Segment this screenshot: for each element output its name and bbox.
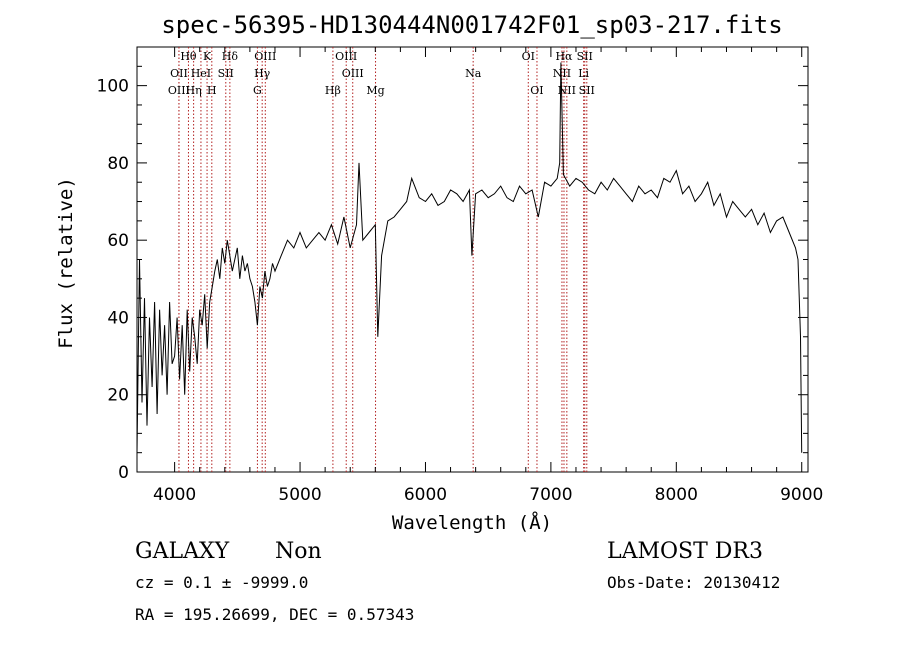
line-marker-label: NII xyxy=(558,84,576,97)
line-marker-label: OIII xyxy=(342,67,364,80)
y-tick-label: 80 xyxy=(107,154,129,174)
line-marker-label: Hα xyxy=(555,50,573,63)
object-subclass-label: Non xyxy=(275,539,322,564)
y-tick-label: 100 xyxy=(97,77,129,97)
object-class-label: GALAXY xyxy=(135,539,230,564)
line-marker-label: G xyxy=(253,84,262,97)
line-marker-label: OIII xyxy=(254,50,276,63)
line-marker-label: Hγ xyxy=(254,67,271,80)
x-tick-label: 5000 xyxy=(278,485,321,505)
line-marker-label: OI xyxy=(522,50,535,63)
plot-frame-rect xyxy=(136,46,809,473)
line-marker-label: H xyxy=(207,84,217,97)
line-marker-label: SII xyxy=(579,84,595,97)
line-marker-label: Na xyxy=(465,67,482,80)
line-marker-label: NII xyxy=(553,67,571,80)
plot-frame xyxy=(136,46,809,473)
x-tick-label: 9000 xyxy=(780,485,823,505)
line-marker-label: Li xyxy=(578,67,589,80)
redshift-text: cz = 0.1 ± -9999.0 xyxy=(135,573,308,592)
survey-label: LAMOST DR3 xyxy=(607,539,763,564)
x-tick-label: 8000 xyxy=(655,485,698,505)
line-marker-label: SII xyxy=(218,67,234,80)
y-tick-label: 20 xyxy=(107,386,129,406)
line-marker-label: OII xyxy=(170,67,188,80)
y-axis-label: Flux (relative) xyxy=(55,177,77,349)
line-marker-label: OIII xyxy=(335,50,357,63)
line-marker-label: Hδ xyxy=(222,50,239,63)
line-marker-label: K xyxy=(203,50,212,63)
obs-date-text: Obs-Date: 20130412 xyxy=(607,573,780,592)
line-marker-label: Mg xyxy=(366,84,384,97)
chart-title: spec-56395-HD130444N001742F01_sp03-217.f… xyxy=(161,11,782,39)
line-marker-lines xyxy=(178,47,588,472)
line-marker-label: SII xyxy=(577,50,593,63)
x-tick-label: 4000 xyxy=(153,485,196,505)
y-tick-label: 0 xyxy=(118,463,129,483)
line-marker-label: Hβ xyxy=(325,84,341,97)
line-marker-label: OIII xyxy=(168,84,190,97)
x-axis-ticks: 4000 5000 6000 7000 8000 9000 xyxy=(153,47,823,505)
y-tick-label: 60 xyxy=(107,231,129,251)
line-marker-label: OI xyxy=(530,84,543,97)
line-marker-label: Hθ xyxy=(180,50,197,63)
line-marker-label: HeI xyxy=(191,67,211,80)
x-tick-label: 6000 xyxy=(404,485,447,505)
x-axis-label: Wavelength (Å) xyxy=(392,511,552,534)
spectrum-series xyxy=(136,62,803,453)
spectrum-line xyxy=(136,62,803,453)
radec-text: RA = 195.26699, DEC = 0.57343 xyxy=(135,605,414,624)
line-marker-label: Hη xyxy=(186,84,202,97)
y-tick-label: 40 xyxy=(107,308,129,328)
x-tick-label: 7000 xyxy=(529,485,572,505)
y-axis-ticks: 0 20 40 60 80 100 xyxy=(97,65,808,483)
